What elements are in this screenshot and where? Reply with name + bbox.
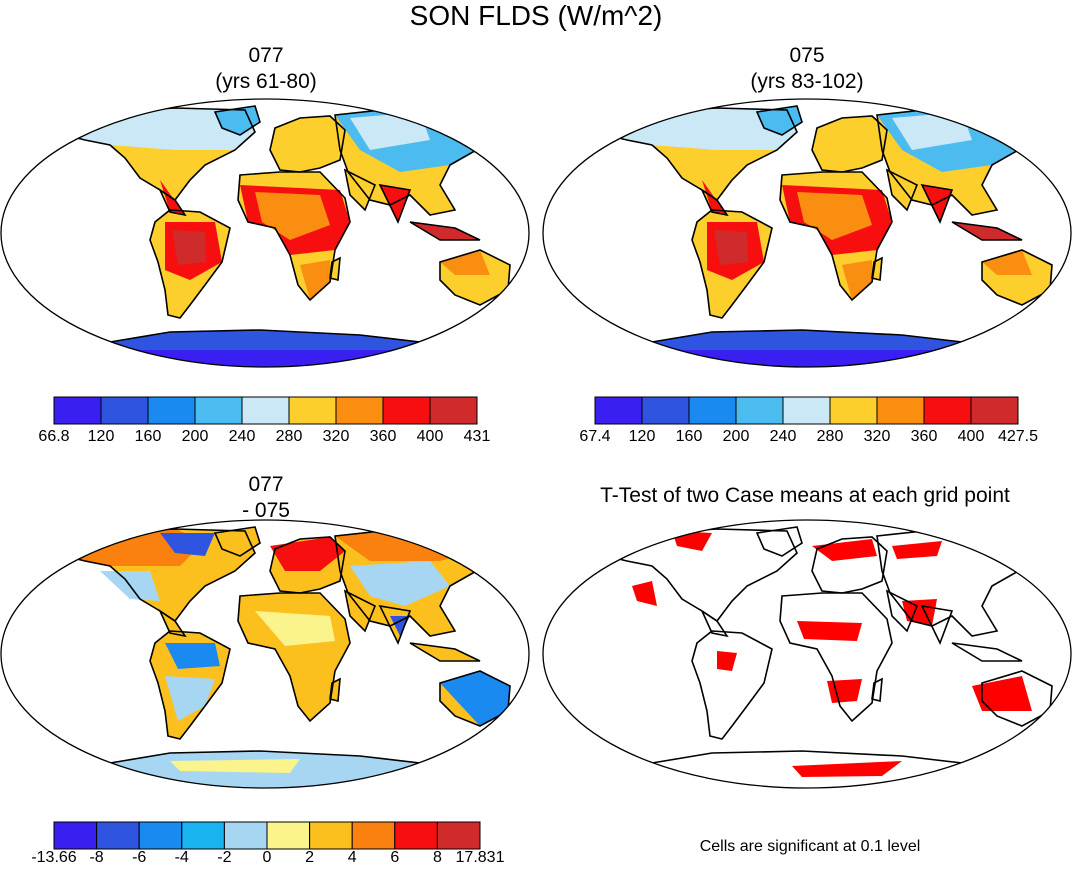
colorbar-label-0: -13.66 — [31, 849, 77, 866]
map-border-case1 — [0, 98, 530, 368]
colorbar-box-4 — [782, 396, 831, 425]
colorbar-label-7: 360 — [910, 428, 938, 445]
colorbar-box-1 — [641, 396, 690, 425]
colorbar-box-0 — [53, 396, 102, 425]
colorbar-label-4: 240 — [228, 428, 256, 445]
colorbar-label-5: 280 — [275, 428, 303, 445]
colorbar-label-0: 66.8 — [38, 428, 70, 445]
map-panel-ttest — [542, 519, 1072, 789]
colorbar-box-1 — [96, 821, 140, 850]
colorbar-label-9: 431 — [463, 428, 491, 445]
colorbar-label-0: 67.4 — [579, 428, 611, 445]
colorbar-labels-diff: -13.66 -8 -6 -4 -2 0 2 4 6 8 17.831 — [0, 849, 1072, 869]
colorbar-case1 — [53, 396, 478, 425]
colorbar-label-6: 2 — [305, 849, 315, 866]
colorbar-label-3: 200 — [181, 428, 209, 445]
colorbar-box-1 — [100, 396, 149, 425]
colorbar-label-4: 240 — [769, 428, 797, 445]
colorbar-box-8 — [429, 396, 478, 425]
colorbar-box-2 — [147, 396, 196, 425]
colorbar-labels-case1: 66.8 120 160 200 240 280 320 360 400 431 — [0, 428, 1072, 448]
colorbar-box-6 — [876, 396, 925, 425]
colorbar-box-8 — [394, 821, 438, 850]
map-border-ttest — [542, 519, 1072, 789]
colorbar-box-6 — [335, 396, 384, 425]
colorbar-box-4 — [223, 821, 268, 850]
colorbar-label-1: -8 — [89, 849, 104, 866]
map-panel-diff — [0, 519, 530, 789]
colorbar-box-5 — [288, 396, 337, 425]
colorbar-box-3 — [735, 396, 784, 425]
colorbar-box-5 — [266, 821, 311, 850]
colorbar-label-10: 17.831 — [455, 849, 505, 866]
colorbar-label-8: 400 — [416, 428, 444, 445]
colorbar-label-1: 120 — [628, 428, 656, 445]
colorbar-box-2 — [688, 396, 737, 425]
colorbar-label-7: 360 — [369, 428, 397, 445]
colorbar-box-9 — [436, 821, 481, 850]
colorbar-box-0 — [594, 396, 643, 425]
panel-title-case2-line2: (yrs 83-102) — [750, 70, 864, 93]
figure-title: SON FLDS (W/m^2) — [409, 0, 663, 31]
colorbar-label-8: 6 — [390, 849, 400, 866]
map-border-case2 — [542, 98, 1072, 368]
map-panel-case2 — [542, 98, 1072, 368]
map-panel-case1 — [0, 98, 530, 368]
colorbar-box-5 — [829, 396, 878, 425]
colorbar-box-3 — [194, 396, 243, 425]
colorbar-label-2: 160 — [134, 428, 162, 445]
colorbar-box-2 — [138, 821, 183, 850]
colorbar-label-3: -4 — [174, 849, 189, 866]
colorbar-label-5: 280 — [816, 428, 844, 445]
colorbar-label-6: 320 — [322, 428, 350, 445]
colorbar-box-0 — [53, 821, 98, 850]
colorbar-label-9: 427.5 — [997, 428, 1039, 445]
colorbar-label-1: 120 — [87, 428, 115, 445]
ttest-footer-note: Cells are significant at 0.1 level — [699, 838, 921, 855]
panel-title-case1-line1: 077 — [248, 44, 284, 67]
panel-title-case2-line1: 075 — [789, 44, 825, 67]
colorbar-box-7 — [923, 396, 972, 425]
colorbar-box-7 — [351, 821, 396, 850]
panel-title-diff-line1: 077 — [248, 473, 284, 496]
colorbar-label-6: 320 — [863, 428, 891, 445]
colorbar-label-4: -2 — [217, 849, 232, 866]
panel-title-diff-line2: - 075 — [242, 499, 290, 522]
colorbar-box-8 — [970, 396, 1019, 425]
panel-title-case1-line2: (yrs 61-80) — [215, 70, 317, 93]
colorbar-label-9: 8 — [432, 849, 442, 866]
colorbar-case2 — [594, 396, 1019, 425]
significance-cells — [632, 531, 1032, 777]
colorbar-label-8: 400 — [957, 428, 985, 445]
colorbar-label-5: 0 — [262, 849, 272, 866]
colorbar-label-7: 4 — [347, 849, 357, 866]
colorbar-label-2: 160 — [675, 428, 703, 445]
colorbar-label-3: 200 — [722, 428, 750, 445]
colorbar-box-4 — [241, 396, 290, 425]
colorbar-diff — [53, 821, 481, 850]
colorbar-box-6 — [309, 821, 353, 850]
colorbar-label-2: -6 — [132, 849, 147, 866]
panel-title-ttest: T-Test of two Case means at each grid po… — [600, 484, 1010, 507]
colorbar-box-3 — [181, 821, 225, 850]
colorbar-labels-case2: 67.4 120 160 200 240 280 320 360 400 427.5 — [0, 428, 1072, 448]
map-border-diff — [0, 519, 530, 789]
colorbar-box-7 — [382, 396, 431, 425]
